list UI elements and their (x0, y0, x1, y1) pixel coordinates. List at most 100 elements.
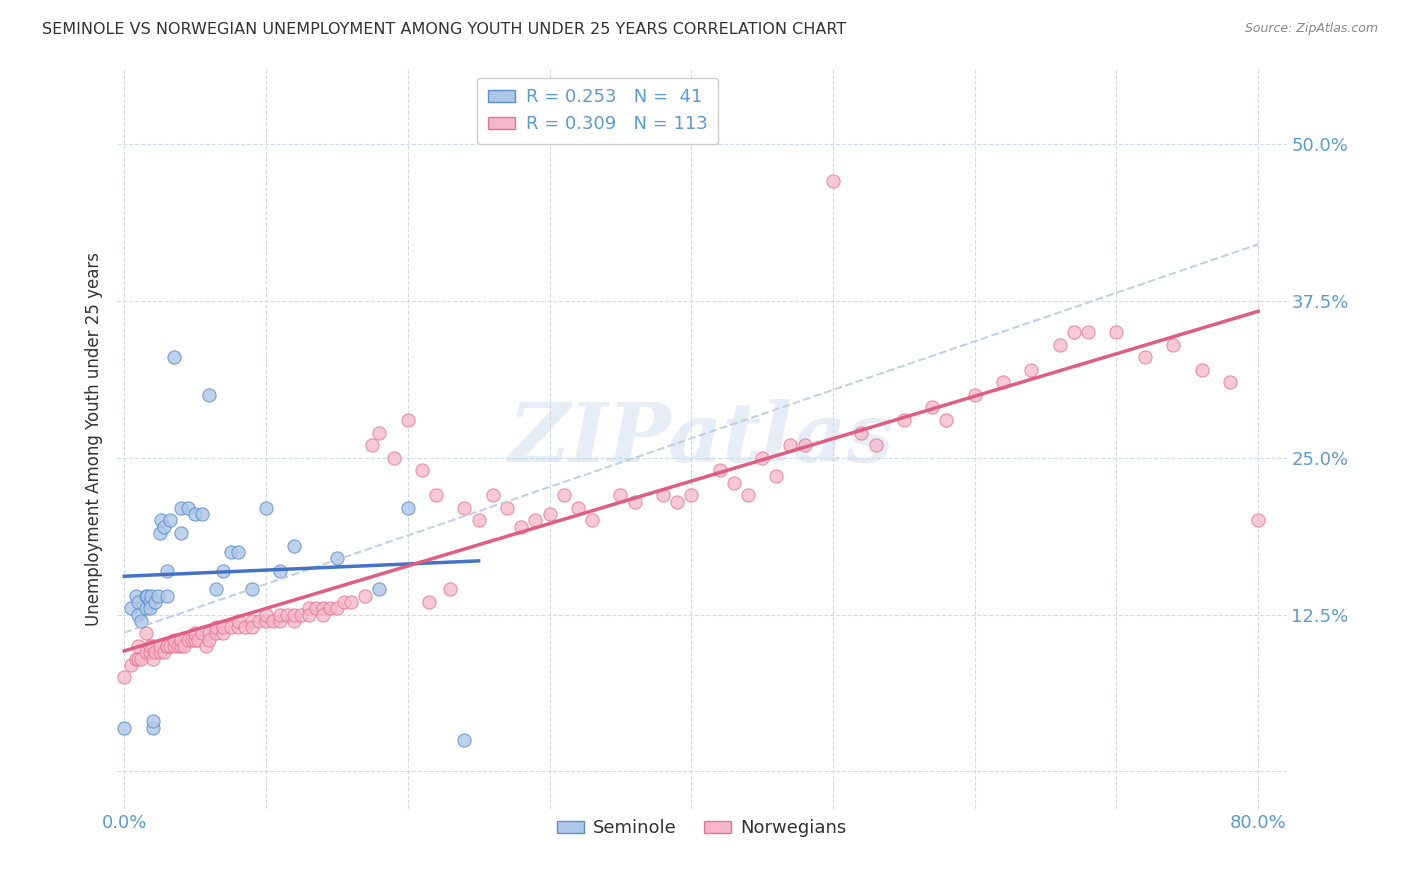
Point (283, 607, 305, 622)
Point (821, 174, 844, 188)
Y-axis label: Unemployment Among Youth under 25 years: Unemployment Among Youth under 25 years (86, 252, 103, 626)
Point (354, 589, 377, 603)
Point (198, 632, 221, 647)
Point (129, 651, 152, 665)
Point (142, 714, 165, 729)
Point (254, 500, 277, 515)
Point (304, 601, 326, 615)
Point (269, 564, 291, 578)
Point (112, 670, 135, 684)
Point (135, 589, 157, 603)
Point (142, 639, 165, 653)
Point (247, 614, 270, 628)
Point (142, 721, 165, 735)
Point (368, 582, 391, 597)
Point (326, 551, 349, 566)
Point (538, 507, 561, 521)
Point (226, 620, 249, 634)
Point (191, 507, 214, 521)
Point (276, 607, 298, 622)
Point (524, 513, 547, 527)
Point (254, 607, 277, 622)
Point (177, 500, 200, 515)
Point (737, 488, 759, 502)
Point (1105, 325, 1128, 339)
Point (156, 564, 179, 578)
Point (396, 413, 419, 427)
Point (609, 488, 631, 502)
Point (1133, 350, 1156, 364)
Point (170, 500, 193, 515)
Point (195, 639, 218, 653)
Point (170, 639, 193, 653)
Point (205, 582, 228, 597)
Point (240, 614, 263, 628)
Point (219, 545, 242, 559)
Point (205, 620, 228, 634)
Point (150, 513, 173, 527)
Point (361, 438, 384, 452)
Point (865, 438, 887, 452)
Point (173, 639, 195, 653)
Point (254, 614, 277, 628)
Point (240, 582, 263, 597)
Point (553, 488, 575, 502)
Point (226, 614, 249, 628)
Point (139, 601, 162, 615)
Text: ZIPatlas: ZIPatlas (509, 399, 894, 479)
Point (1161, 337, 1184, 351)
Point (269, 607, 291, 622)
Point (127, 607, 149, 622)
Point (666, 494, 689, 508)
Point (240, 620, 263, 634)
Point (283, 614, 305, 628)
Point (135, 645, 157, 659)
Point (851, 425, 873, 440)
Point (765, 469, 787, 483)
Point (139, 639, 162, 653)
Point (163, 632, 186, 647)
Point (709, 463, 731, 477)
Point (177, 632, 200, 647)
Point (112, 721, 135, 735)
Point (1077, 325, 1099, 339)
Point (290, 607, 312, 622)
Point (181, 632, 204, 647)
Point (1247, 513, 1270, 527)
Point (184, 507, 207, 521)
Point (297, 601, 319, 615)
Point (326, 601, 349, 615)
Point (127, 639, 149, 653)
Point (124, 589, 146, 603)
Point (893, 413, 915, 427)
Point (149, 645, 172, 659)
Point (139, 595, 162, 609)
Point (496, 500, 519, 515)
Point (623, 494, 645, 508)
Point (453, 500, 475, 515)
Point (159, 639, 181, 653)
Point (170, 526, 193, 541)
Point (467, 513, 489, 527)
Point (723, 475, 745, 490)
Point (153, 645, 176, 659)
Point (333, 595, 356, 609)
Point (184, 626, 207, 640)
Point (129, 614, 152, 628)
Point (312, 607, 335, 622)
Point (124, 651, 146, 665)
Point (136, 589, 159, 603)
Point (340, 595, 363, 609)
Point (153, 519, 176, 533)
Point (368, 425, 391, 440)
Text: SEMINOLE VS NORWEGIAN UNEMPLOYMENT AMONG YOUTH UNDER 25 YEARS CORRELATION CHART: SEMINOLE VS NORWEGIAN UNEMPLOYMENT AMONG… (42, 22, 846, 37)
Point (921, 401, 943, 415)
Point (581, 513, 603, 527)
Point (283, 539, 305, 553)
Point (963, 388, 986, 402)
Point (127, 651, 149, 665)
Point (567, 500, 589, 515)
Point (167, 639, 190, 653)
Point (205, 626, 228, 640)
Point (1049, 337, 1071, 351)
